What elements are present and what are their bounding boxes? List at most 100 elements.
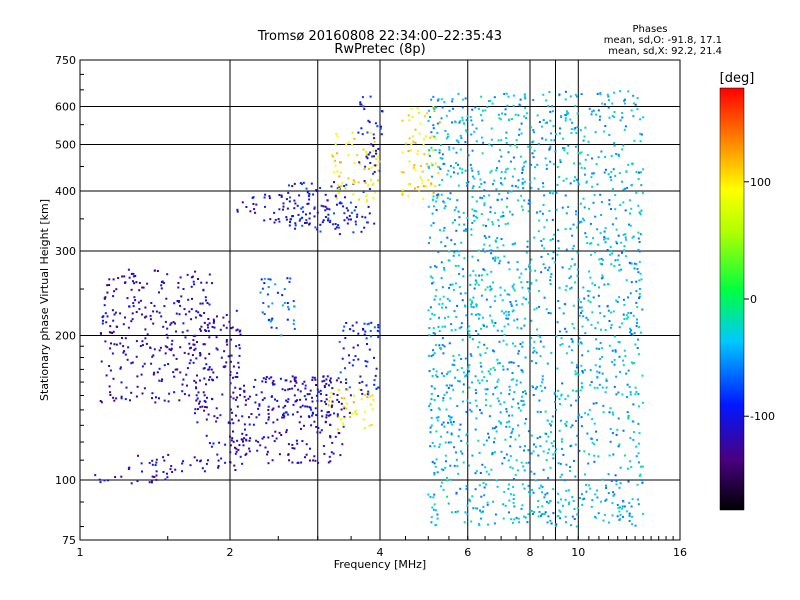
data-point xyxy=(521,286,524,289)
data-point xyxy=(569,466,572,468)
data-point xyxy=(291,185,294,188)
data-point xyxy=(104,296,107,299)
data-point xyxy=(285,216,288,219)
data-point xyxy=(496,380,499,383)
data-point xyxy=(189,359,192,362)
data-point xyxy=(149,347,152,349)
data-point xyxy=(507,459,510,462)
data-point xyxy=(453,219,456,222)
data-point xyxy=(179,346,182,349)
data-point xyxy=(621,393,624,396)
data-point xyxy=(367,390,370,393)
data-point xyxy=(123,275,126,278)
data-point xyxy=(510,118,513,120)
data-point xyxy=(506,191,509,194)
data-point xyxy=(576,513,579,516)
data-point xyxy=(482,141,485,144)
data-point xyxy=(432,195,435,198)
data-point xyxy=(363,108,366,111)
data-point xyxy=(162,471,165,473)
data-point xyxy=(478,274,481,277)
data-point xyxy=(617,234,620,237)
data-point xyxy=(610,480,613,482)
data-point xyxy=(483,195,485,197)
data-point xyxy=(208,303,211,306)
data-point xyxy=(637,353,640,356)
data-point xyxy=(234,398,237,401)
data-point xyxy=(143,387,146,390)
data-point xyxy=(443,101,446,104)
data-point xyxy=(139,345,142,347)
data-point xyxy=(199,328,202,331)
data-point xyxy=(236,396,238,399)
data-point xyxy=(613,91,616,94)
data-point xyxy=(349,201,352,204)
data-point xyxy=(437,395,440,397)
data-point xyxy=(471,108,474,111)
data-point xyxy=(505,92,508,95)
data-point xyxy=(605,378,608,381)
data-point xyxy=(236,405,239,408)
data-point xyxy=(493,427,496,429)
data-point xyxy=(531,141,534,144)
data-point xyxy=(630,333,633,335)
data-point xyxy=(431,441,434,444)
data-point xyxy=(543,512,546,515)
data-point xyxy=(504,504,507,507)
data-point xyxy=(638,326,641,329)
data-point xyxy=(347,154,350,157)
data-point xyxy=(561,206,564,209)
data-point xyxy=(635,171,638,173)
data-point xyxy=(586,290,589,292)
data-point xyxy=(334,194,337,197)
data-point xyxy=(508,210,511,213)
data-point xyxy=(565,212,568,215)
data-point xyxy=(576,507,579,510)
data-point xyxy=(504,438,507,441)
data-point xyxy=(464,357,467,360)
data-point xyxy=(610,263,613,266)
data-point xyxy=(152,310,155,313)
data-point xyxy=(196,397,199,400)
data-point xyxy=(599,312,602,315)
data-point xyxy=(364,165,367,168)
data-point xyxy=(500,392,502,395)
data-point xyxy=(508,361,511,364)
data-point xyxy=(289,196,291,199)
data-point xyxy=(498,192,501,195)
data-point xyxy=(458,286,461,289)
data-point xyxy=(291,461,294,464)
data-point xyxy=(431,506,434,509)
data-point xyxy=(614,174,617,177)
data-point xyxy=(313,420,316,423)
data-point xyxy=(402,171,405,174)
data-point xyxy=(332,155,335,158)
data-point xyxy=(357,332,360,335)
data-point xyxy=(601,356,603,358)
data-point xyxy=(243,437,246,440)
data-point xyxy=(638,295,641,298)
data-point xyxy=(428,327,431,329)
data-point xyxy=(437,250,440,253)
data-point xyxy=(586,432,589,435)
data-point xyxy=(203,312,206,314)
data-point xyxy=(605,484,607,487)
data-point xyxy=(361,392,364,395)
data-point xyxy=(466,217,469,219)
data-point xyxy=(367,205,370,208)
data-point xyxy=(487,432,490,435)
data-point xyxy=(609,246,612,248)
data-point xyxy=(536,410,539,413)
data-point xyxy=(616,258,619,261)
data-point xyxy=(527,202,530,205)
data-point xyxy=(453,364,456,367)
data-point xyxy=(632,314,635,317)
data-point xyxy=(297,388,300,391)
data-point xyxy=(570,128,573,131)
data-point xyxy=(319,223,322,226)
data-point xyxy=(165,333,168,336)
data-point xyxy=(358,198,361,201)
data-point xyxy=(532,450,535,453)
data-point xyxy=(522,296,525,299)
